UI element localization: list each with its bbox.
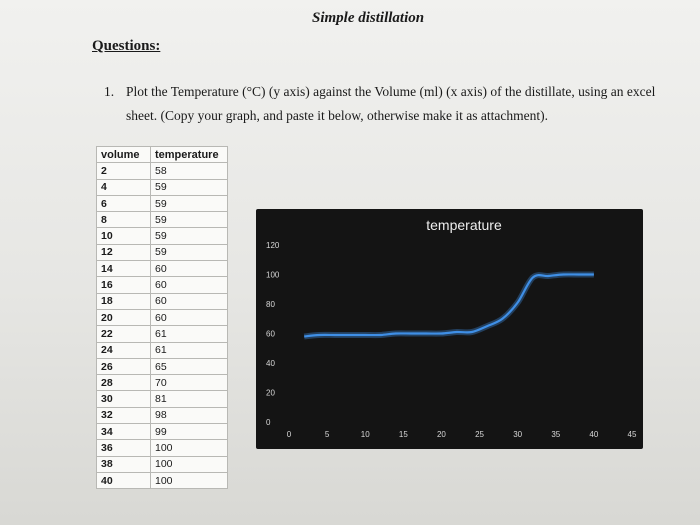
temperature-cell: 59 — [150, 178, 228, 196]
temperature-cell: 99 — [150, 423, 228, 441]
volume-cell: 2 — [96, 162, 151, 180]
column-header-temperature: temperature — [150, 145, 228, 164]
temperature-cell: 100 — [150, 471, 228, 490]
temperature-cell: 59 — [150, 211, 228, 229]
chart-title: temperature — [426, 217, 502, 233]
table-row: 30 81 — [96, 390, 228, 408]
table-row: 6 59 — [96, 194, 228, 213]
temperature-cell: 60 — [150, 276, 228, 294]
x-tick-label: 5 — [325, 430, 330, 439]
x-tick-label: 30 — [513, 430, 522, 439]
series-line-glow — [303, 271, 594, 340]
question-text: Plot the Temperature (°C) (y axis) again… — [126, 84, 656, 123]
temperature-cell: 70 — [150, 374, 228, 392]
volume-cell: 6 — [96, 194, 151, 213]
table-row: 28 70 — [96, 374, 228, 392]
y-tick-label: 0 — [266, 418, 271, 427]
series-line — [304, 273, 594, 338]
y-tick-label: 20 — [266, 389, 275, 398]
temperature-cell: 60 — [150, 292, 228, 310]
table-row: 34 99 — [96, 423, 228, 441]
temperature-cell: 60 — [150, 260, 228, 278]
y-axis-ticks: 0 20 40 60 80 100 120 — [266, 241, 280, 427]
table-row: 26 65 — [96, 357, 228, 376]
volume-cell: 26 — [96, 357, 151, 376]
temperature-cell: 100 — [150, 439, 228, 457]
volume-cell: 10 — [96, 227, 151, 245]
y-tick-label: 60 — [266, 330, 275, 339]
table-row: 10 59 — [96, 227, 228, 245]
table-row: 4 59 — [96, 178, 228, 196]
volume-cell: 12 — [96, 243, 151, 262]
table-row: 8 59 — [96, 211, 228, 229]
volume-cell: 14 — [96, 260, 151, 278]
y-tick-label: 80 — [266, 300, 275, 309]
temperature-cell: 81 — [150, 390, 228, 408]
volume-cell: 40 — [96, 471, 151, 490]
column-header-volume: volume — [96, 145, 151, 164]
volume-cell: 24 — [96, 341, 151, 359]
table-row: 38 100 — [96, 455, 228, 473]
volume-cell: 28 — [96, 374, 151, 392]
volume-cell: 8 — [96, 211, 151, 229]
series-layer — [303, 271, 594, 340]
temperature-cell: 59 — [150, 227, 228, 245]
volume-cell: 4 — [96, 178, 151, 196]
table-row: 20 60 — [96, 308, 228, 327]
temperature-cell: 100 — [150, 455, 228, 473]
x-tick-label: 40 — [589, 430, 598, 439]
volume-cell: 36 — [96, 439, 151, 457]
x-tick-label: 0 — [287, 430, 292, 439]
table-row: 14 60 — [96, 260, 228, 278]
chart-canvas: temperature 0 20 40 60 80 100 120 0 5 10 15 20 25 30… — [266, 217, 637, 439]
volume-cell: 20 — [96, 308, 151, 327]
volume-cell: 34 — [96, 423, 151, 441]
temperature-cell: 98 — [150, 406, 228, 425]
temperature-cell: 65 — [150, 357, 228, 376]
temperature-cell: 60 — [150, 308, 228, 327]
table-row: 18 60 — [96, 292, 228, 310]
temperature-cell: 59 — [150, 243, 228, 262]
x-tick-label: 25 — [475, 430, 484, 439]
temperature-cell: 59 — [150, 194, 228, 213]
table-row: 36 100 — [96, 439, 228, 457]
volume-cell: 32 — [96, 406, 151, 425]
y-tick-label: 100 — [266, 271, 280, 280]
questions-heading: Questions: — [92, 38, 161, 54]
document-title: Simple distillation — [312, 10, 425, 26]
volume-cell: 16 — [96, 276, 151, 294]
question-1: 1. Plot the Temperature (°C) (y axis) ag… — [104, 80, 664, 128]
table-row: 2 58 — [96, 162, 228, 180]
table-body: 2 58 4 59 6 59 8 59 10 59 12 59 14 60 16 60 18 60 20 60 22 61… — [96, 162, 228, 490]
table-header-row: volume temperature — [96, 145, 228, 164]
table-row: 22 61 — [96, 325, 228, 343]
temperature-cell: 61 — [150, 325, 228, 343]
volume-cell: 30 — [96, 390, 151, 408]
x-tick-label: 15 — [399, 430, 408, 439]
table-row: 12 59 — [96, 243, 228, 262]
table-row: 16 60 — [96, 276, 228, 294]
x-tick-label: 45 — [628, 430, 637, 439]
temperature-cell: 61 — [150, 341, 228, 359]
question-number: 1. — [104, 84, 115, 99]
data-table: volume temperature 2 58 4 59 6 59 8 59 10 59 12 59 1… — [96, 145, 228, 490]
volume-cell: 18 — [96, 292, 151, 310]
table-row: 24 61 — [96, 341, 228, 359]
y-tick-label: 120 — [266, 241, 280, 250]
x-tick-label: 20 — [437, 430, 446, 439]
volume-cell: 38 — [96, 455, 151, 473]
y-tick-label: 40 — [266, 359, 275, 368]
x-tick-label: 10 — [361, 430, 370, 439]
x-axis-ticks: 0 5 10 15 20 25 30 35 40 45 — [287, 430, 637, 439]
temperature-chart: temperature 0 20 40 60 80 100 120 0 5 10 15 20 25 30… — [256, 209, 643, 449]
table-row: 32 98 — [96, 406, 228, 425]
x-tick-label: 35 — [551, 430, 560, 439]
volume-cell: 22 — [96, 325, 151, 343]
table-row: 40 100 — [96, 471, 228, 490]
temperature-cell: 58 — [150, 162, 228, 180]
